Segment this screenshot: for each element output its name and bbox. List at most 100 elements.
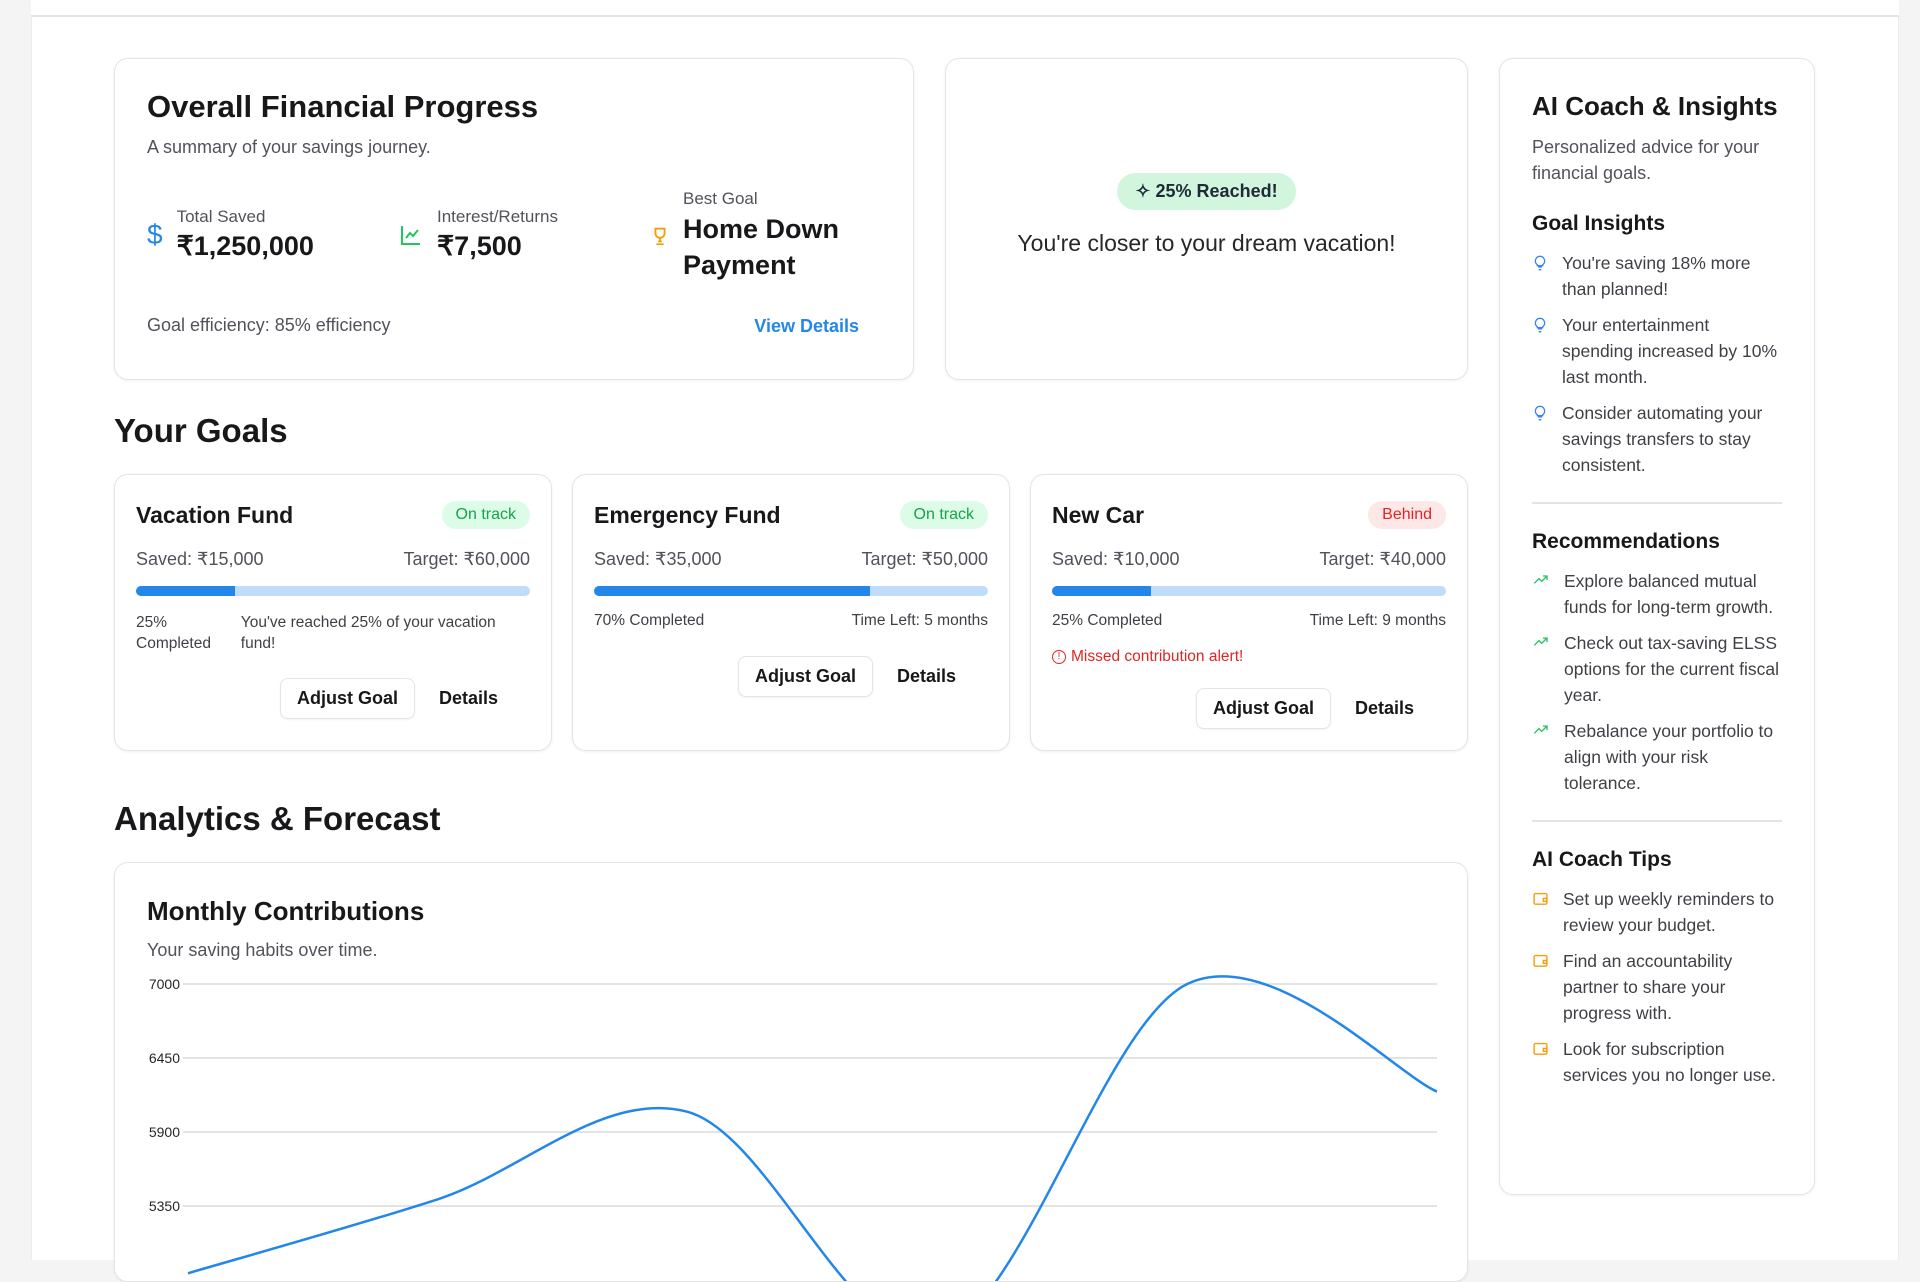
adjust-goal-button[interactable]: Adjust Goal <box>737 656 873 697</box>
total-saved-label: Total Saved <box>176 207 266 226</box>
completed-text: 70% Completed <box>594 612 705 629</box>
series-line <box>187 975 1438 1281</box>
coach-item-text: Consider automating your savings transfe… <box>1562 403 1763 475</box>
analytics-heading: Analytics & Forecast <box>114 800 441 837</box>
y-tick-label: 5900 <box>149 1124 180 1140</box>
target-amount: Target: ₹50,000 <box>861 549 988 569</box>
line-chart: 7000 6450 5900 5350 <box>149 975 1438 1281</box>
lightbulb-icon <box>1532 400 1548 478</box>
top-bar <box>31 0 1899 17</box>
goal-card-vacation: Vacation Fund On track Saved: ₹15,000 Targ… <box>114 474 552 751</box>
overview-title: Overall Financial Progress <box>147 89 539 124</box>
stat-total-saved: $ Total Saved ₹1,250,000 <box>147 207 314 262</box>
progress-bar <box>136 586 530 596</box>
chart-title: Monthly Contributions <box>147 896 425 926</box>
coach-item-text: Look for subscription services you no lo… <box>1563 1039 1777 1085</box>
progress-bar <box>594 586 988 596</box>
stat-interest: Interest/Returns ₹7,500 <box>399 207 558 262</box>
adjust-goal-button[interactable]: Adjust Goal <box>279 678 415 719</box>
best-goal-value: Home Down Payment <box>683 214 840 280</box>
overview-card: Overall Financial Progress A summary of … <box>114 58 914 380</box>
progress-bar <box>1052 586 1446 596</box>
best-goal-label: Best Goal <box>683 189 758 208</box>
divider <box>1532 820 1782 822</box>
coach-item: Set up weekly reminders to review your b… <box>1532 886 1782 938</box>
coach-item: Explore balanced mutual funds for long-t… <box>1532 568 1782 620</box>
view-details-link[interactable]: View Details <box>754 316 859 336</box>
trophy-icon <box>654 227 666 246</box>
efficiency-text: Goal efficiency: 85% efficiency <box>147 315 391 335</box>
insights-heading: Goal Insights <box>1532 212 1666 235</box>
milestone-badge-text: 25% Reached! <box>1155 181 1278 201</box>
coach-item: Consider automating your savings transfe… <box>1532 400 1782 478</box>
coach-item: Your entertainment spending increased by… <box>1532 312 1782 390</box>
goal-card-new-car: New Car Behind Saved: ₹10,000 Target: ₹40,… <box>1030 474 1468 751</box>
coach-item: Find an accountability partner to share … <box>1532 948 1782 1026</box>
goal-card-emergency: Emergency Fund On track Saved: ₹35,000 Tar… <box>572 474 1010 751</box>
dollar-icon: $ <box>147 218 163 250</box>
target-amount: Target: ₹60,000 <box>403 549 530 569</box>
details-button[interactable]: Details <box>1343 688 1426 729</box>
wallet-icon <box>1532 886 1549 938</box>
chart-subtitle: Your saving habits over time. <box>147 940 378 960</box>
interest-value: ₹7,500 <box>437 231 522 261</box>
status-badge: Behind <box>1368 501 1446 529</box>
alert-circle-icon: ! <box>1052 650 1066 664</box>
target-amount: Target: ₹40,000 <box>1319 549 1446 569</box>
sparkles-icon: ✧ <box>1135 181 1151 201</box>
lightbulb-icon <box>1532 312 1548 390</box>
coach-item: You're saving 18% more than planned! <box>1532 250 1782 302</box>
trending-up-icon <box>1532 568 1550 620</box>
y-tick-label: 7000 <box>149 976 180 992</box>
stat-best-goal: Best Goal Home Down Payment <box>649 189 863 283</box>
y-tick-label: 5350 <box>149 1198 180 1214</box>
goal-name: Vacation Fund <box>136 501 294 528</box>
chart-line-icon <box>401 225 420 245</box>
saved-amount: Saved: ₹35,000 <box>594 549 722 569</box>
tips-heading: AI Coach Tips <box>1532 848 1672 871</box>
saved-amount: Saved: ₹10,000 <box>1052 549 1180 569</box>
status-badge: On track <box>899 501 988 529</box>
coach-item-text: Rebalance your portfolio to align with y… <box>1564 721 1774 793</box>
coach-item-text: Find an accountability partner to share … <box>1563 951 1733 1023</box>
trending-up-icon <box>1532 630 1550 708</box>
missed-alert: ! Missed contribution alert! <box>1052 648 1446 666</box>
milestone-badge: ✧ 25% Reached! <box>1117 173 1296 210</box>
completed-text: 25% Completed <box>136 614 211 652</box>
coach-item: Rebalance your portfolio to align with y… <box>1532 718 1782 796</box>
details-button[interactable]: Details <box>427 678 510 719</box>
milestone-message: You're closer to your dream vacation! <box>1017 230 1396 256</box>
coach-item: Look for subscription services you no lo… <box>1532 1036 1782 1088</box>
coach-item-text: Set up weekly reminders to review your b… <box>1563 889 1775 935</box>
coach-item-text: Your entertainment spending increased by… <box>1562 315 1778 387</box>
wallet-icon <box>1532 1036 1549 1088</box>
total-saved-value: ₹1,250,000 <box>176 231 314 261</box>
interest-label: Interest/Returns <box>437 207 558 226</box>
milestone-card: ✧ 25% Reached! You're closer to your dre… <box>945 58 1468 380</box>
alert-text: Missed contribution alert! <box>1071 648 1244 665</box>
time-left: Time Left: 5 months <box>851 612 988 629</box>
goal-note: You've reached 25% of your vacation fund… <box>240 614 496 652</box>
trending-up-icon <box>1532 718 1550 796</box>
completed-text: 25% Completed <box>1052 612 1163 629</box>
status-badge: On track <box>441 501 530 529</box>
divider <box>1532 502 1782 504</box>
adjust-goal-button[interactable]: Adjust Goal <box>1195 688 1331 729</box>
coach-item: Check out tax-saving ELSS options for th… <box>1532 630 1782 708</box>
y-tick-label: 6450 <box>149 1050 180 1066</box>
wallet-icon <box>1532 948 1549 1026</box>
details-button[interactable]: Details <box>885 656 968 697</box>
coach-item-text: Check out tax-saving ELSS options for th… <box>1564 633 1779 705</box>
chart-card: Monthly Contributions Your saving habits… <box>114 862 1468 1282</box>
coach-title: AI Coach & Insights <box>1532 91 1778 121</box>
time-left: Time Left: 9 months <box>1309 612 1446 629</box>
coach-item-text: You're saving 18% more than planned! <box>1562 253 1751 299</box>
goal-name: Emergency Fund <box>594 501 781 528</box>
goals-heading: Your Goals <box>114 412 288 449</box>
overview-subtitle: A summary of your savings journey. <box>147 137 431 157</box>
coach-subtitle: Personalized advice for your financial g… <box>1532 137 1760 183</box>
lightbulb-icon <box>1532 250 1548 302</box>
recommendations-heading: Recommendations <box>1532 530 1720 553</box>
saved-amount: Saved: ₹15,000 <box>136 549 264 569</box>
goal-name: New Car <box>1052 501 1145 528</box>
